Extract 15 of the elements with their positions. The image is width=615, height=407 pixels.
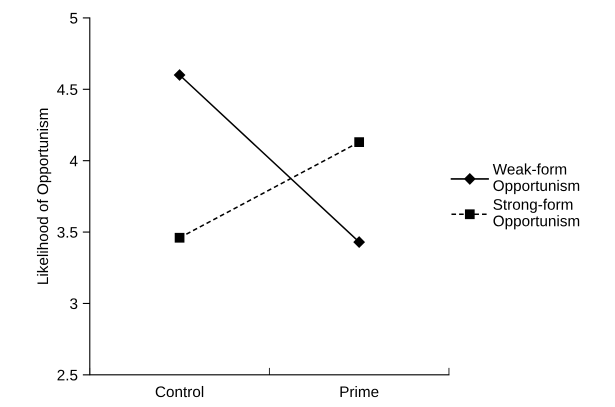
x-tick-label: Prime <box>340 386 378 398</box>
point <box>354 137 364 147</box>
x-tick-label: Control <box>156 386 204 398</box>
legend-label: Weak-form Opportunism <box>492 163 580 194</box>
y-tick-label: 5 <box>70 12 78 24</box>
point <box>174 232 184 243</box>
y-tick-label: 3.5 <box>57 226 78 238</box>
y-tick-label: 4.5 <box>57 84 78 95</box>
y-axis-title: Likelihood of Opportunism <box>36 108 52 284</box>
point <box>174 69 186 81</box>
y-tick-label: 2.5 <box>58 370 78 381</box>
y-tick-label: 3 <box>70 298 78 310</box>
y-tick-label: 4 <box>70 156 78 166</box>
point <box>354 236 365 248</box>
legend-label: Strong-form Opportunism <box>493 198 580 230</box>
